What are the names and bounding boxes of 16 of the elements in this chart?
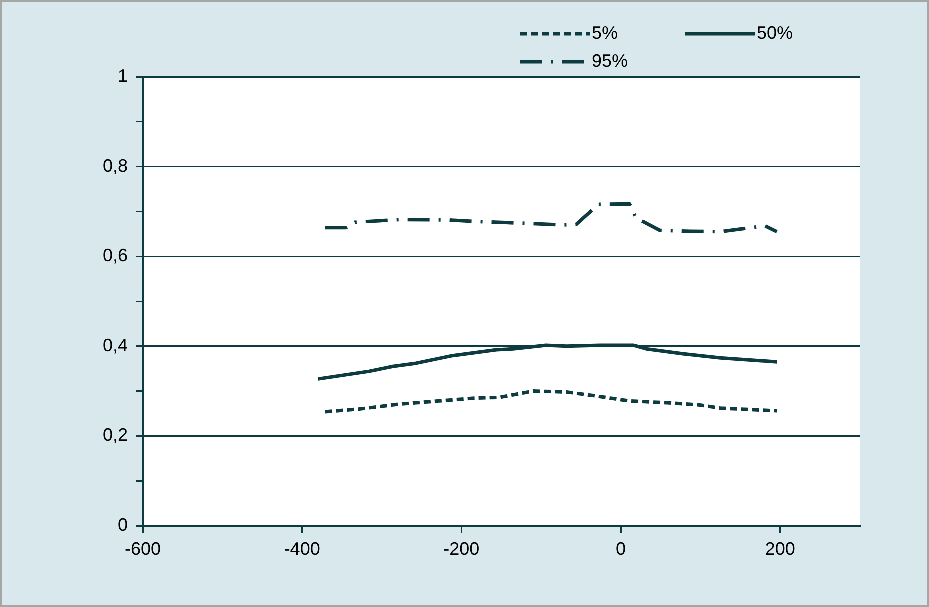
y-tick-label: 0,4 xyxy=(102,335,128,356)
y-tick-label: 0,2 xyxy=(102,425,128,446)
y-tick-label: 1 xyxy=(118,66,128,86)
x-tick-label: -400 xyxy=(284,538,320,559)
y-tick-label: 0,8 xyxy=(102,156,128,176)
x-tick-label: -600 xyxy=(124,538,162,559)
x-tick-label: 200 xyxy=(765,538,796,559)
x-tick-label: 0 xyxy=(616,538,626,559)
legend-label: 50% xyxy=(757,22,794,43)
line-series xyxy=(324,202,779,234)
legend-label: 95% xyxy=(592,50,628,71)
y-tick-label: 0,6 xyxy=(102,246,128,266)
x-tick-label: -200 xyxy=(444,538,480,559)
line-series xyxy=(324,390,779,414)
legend-label: 5% xyxy=(592,22,618,43)
y-tick-label: 0 xyxy=(118,514,128,535)
